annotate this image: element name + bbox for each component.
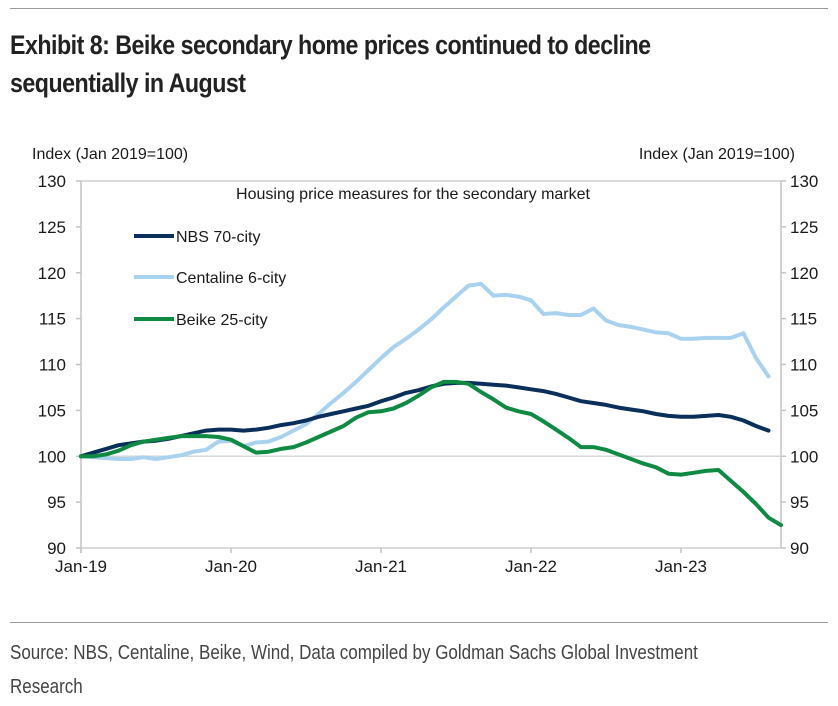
right-y-tick-label: 95 — [790, 493, 809, 512]
title-line-1: Exhibit 8: Beike secondary home prices c… — [10, 30, 651, 60]
title-line-2: sequentially in August — [10, 68, 246, 98]
left-y-tick-label: 105 — [38, 401, 66, 420]
legend-label-nbs-70-city: NBS 70-city — [176, 229, 260, 246]
right-y-tick-label: 110 — [790, 356, 817, 375]
top-rule — [10, 8, 828, 9]
axes: 90 90 95 95 100 100 105 105 110 110 115 115 120 120 12… — [38, 172, 819, 576]
left-y-tick-label: 90 — [47, 539, 66, 558]
right-y-tick-label: 100 — [790, 447, 818, 466]
left-y-tick-label: 100 — [38, 447, 66, 466]
x-tick-label: Jan-23 — [655, 557, 707, 576]
exhibit-title: Exhibit 8: Beike secondary home prices c… — [10, 26, 818, 102]
chart-title: Housing price measures for the secondary… — [236, 186, 590, 203]
series-line-beike-25-city — [79, 379, 783, 528]
line-chart: 90 90 95 95 100 100 105 105 110 110 115 115 120 120 12… — [32, 146, 819, 576]
series-lines — [79, 281, 783, 528]
left-y-tick-label: 110 — [39, 356, 66, 375]
left-y-tick-label: 115 — [39, 310, 66, 329]
x-tick-label: Jan-22 — [505, 557, 557, 576]
legend: NBS 70-city Centaline 6-city Beike 25-city — [134, 229, 286, 329]
source-line-1: Source: NBS, Centaline, Beike, Wind, Dat… — [10, 642, 698, 664]
series-line-nbs-70-city — [79, 380, 771, 459]
left-y-tick-label: 120 — [38, 264, 66, 283]
right-y-tick-label: 125 — [790, 218, 818, 237]
bottom-rule — [10, 622, 828, 623]
source-note: Source: NBS, Centaline, Beike, Wind, Dat… — [10, 636, 826, 704]
source-line-2: Research — [10, 676, 83, 698]
left-y-tick-label: 95 — [47, 493, 66, 512]
series-line-centaline-6-city — [79, 281, 771, 461]
right-y-tick-label: 105 — [790, 401, 818, 420]
right-y-tick-label: 90 — [790, 539, 809, 558]
right-y-tick-label: 120 — [790, 264, 818, 283]
left-axis-title: Index (Jan 2019=100) — [32, 146, 188, 163]
left-y-tick-label: 130 — [38, 172, 66, 191]
right-axis-title: Index (Jan 2019=100) — [639, 146, 795, 163]
legend-label-centaline-6-city: Centaline 6-city — [176, 270, 286, 287]
right-y-tick-label: 115 — [790, 310, 817, 329]
right-y-tick-label: 130 — [790, 172, 818, 191]
x-tick-label: Jan-21 — [355, 557, 407, 576]
legend-label-beike-25-city: Beike 25-city — [176, 312, 268, 329]
x-tick-label: Jan-19 — [55, 557, 107, 576]
x-tick-label: Jan-20 — [205, 557, 257, 576]
left-y-tick-label: 125 — [38, 218, 66, 237]
